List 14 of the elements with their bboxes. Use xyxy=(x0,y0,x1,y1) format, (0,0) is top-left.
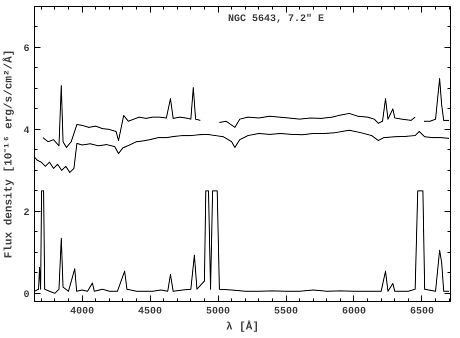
annotation: NGC 5643, 7.2″ E xyxy=(228,12,324,25)
y-tick-label: 6 xyxy=(24,44,30,55)
y-tick-label: 0 xyxy=(24,290,30,301)
x-tick-label: 4500 xyxy=(138,306,162,318)
x-tick-label: 4000 xyxy=(70,306,94,318)
y-tick-label: 4 xyxy=(24,126,30,137)
x-tick-label: 6500 xyxy=(410,306,434,318)
y-tick-label: 2 xyxy=(24,208,30,219)
x-tick-label: 6000 xyxy=(342,306,366,318)
line-series xyxy=(34,130,450,173)
x-tick-label: 5500 xyxy=(274,306,298,318)
x-tick-label: 5000 xyxy=(206,306,230,318)
x-axis-title: λ [Å] xyxy=(226,320,260,334)
y-axis-title: Flux density [10⁻¹⁶ erg/s/cm²/Å] xyxy=(2,50,16,258)
